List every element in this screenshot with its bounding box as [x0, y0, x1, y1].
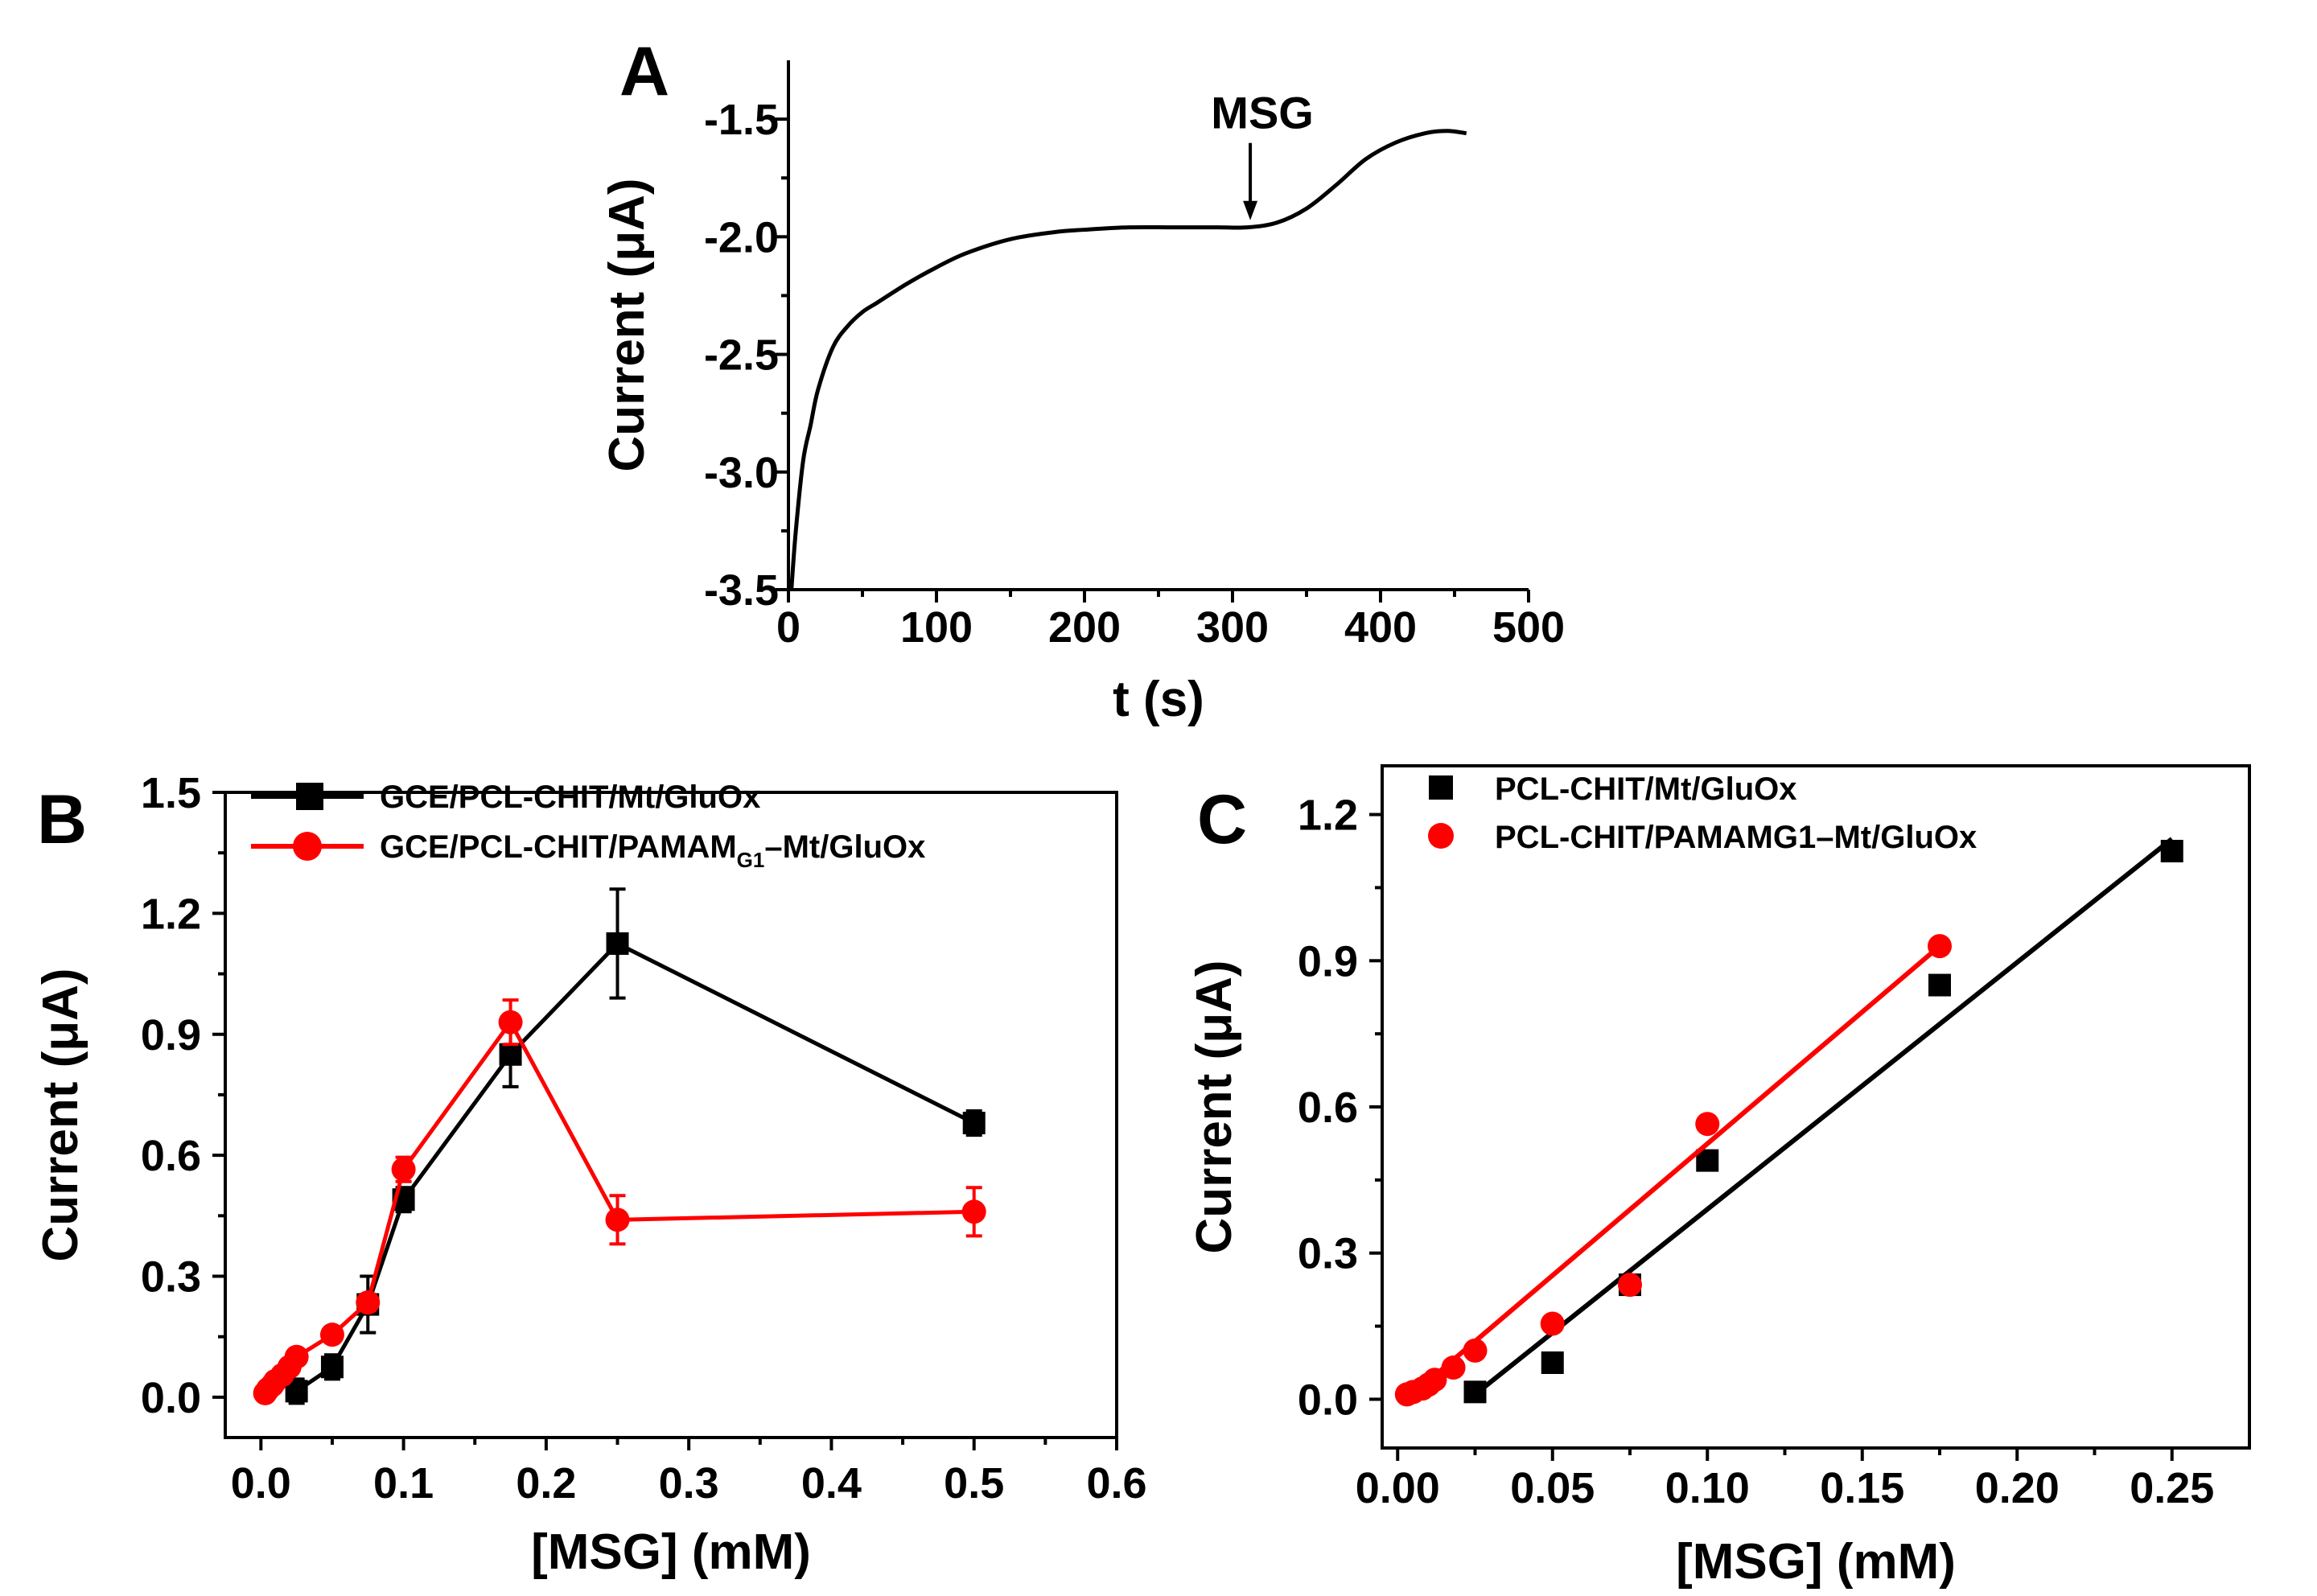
x-tick-label: 0.25	[2130, 1464, 2214, 1512]
y-axis-title: Current (μA)	[599, 178, 655, 471]
panel-a: A 0 100 200 300 400 500 -3.5 -3.0 -2.5 -2.0 -1.5 t (…	[599, 33, 1565, 727]
data-point-circle	[1695, 1112, 1720, 1137]
fit-line-black	[1473, 837, 2174, 1396]
legend-label-red: PCL-CHIT/PAMAMG1–Mt/GluOx	[1495, 820, 1977, 855]
legend-label-red: GCE/PCL-CHIT/PAMAMG1–Mt/GluOx	[380, 829, 925, 872]
panel-label: B	[37, 781, 87, 858]
x-tick-label: 0.10	[1665, 1464, 1750, 1512]
data-point-square	[2160, 840, 2183, 862]
x-tick-label: 0.1	[373, 1459, 434, 1508]
x-tick-label: 100	[900, 603, 973, 652]
data-point-circle	[1618, 1273, 1642, 1298]
x-tick-label: 0.20	[1975, 1464, 2060, 1512]
x-tick-label: 0.2	[516, 1459, 576, 1508]
data-point-square	[320, 1355, 344, 1379]
data-point-circle	[1441, 1355, 1466, 1380]
panel-c: C 0.00 0.05 0.10 0.15 0.20 0.25 0.0 0.3 0.6 0.9 1.2…	[1187, 764, 2251, 1590]
legend-label-black: PCL-CHIT/Mt/GluOx	[1495, 771, 1797, 807]
x-tick-label: 0.4	[801, 1459, 862, 1508]
legend-text-subscript: G1	[737, 848, 765, 872]
data-point-circle	[1463, 1338, 1488, 1363]
data-point-circle	[356, 1290, 381, 1315]
plot-frame	[1381, 764, 2251, 1450]
data-point-circle	[284, 1344, 309, 1369]
legend-marker-square	[1429, 775, 1453, 800]
x-tick-label: 0.00	[1356, 1464, 1440, 1512]
x-tick-label: 0.05	[1510, 1464, 1595, 1512]
panel-b: B 0.0 0.1 0.2 0.3 0.4 0.5 0.6 0.0 0.3 0.6 0.9 1.2 1.5…	[33, 769, 1147, 1580]
x-tick-label: 0.15	[1820, 1464, 1904, 1512]
panel-label: C	[1197, 781, 1247, 858]
data-point-square	[499, 1043, 522, 1066]
y-tick-label: 1.2	[1298, 792, 1358, 840]
data-point-square	[962, 1112, 986, 1135]
y-tick-label: -3.5	[704, 566, 779, 615]
series-line-red	[263, 1020, 974, 1395]
data-point-circle	[319, 1322, 344, 1347]
x-axis-title: [MSG] (mM)	[1676, 1534, 1956, 1590]
y-tick-label: -3.0	[704, 449, 779, 497]
y-tick-label: 1.5	[141, 769, 201, 817]
data-point-square	[1463, 1380, 1487, 1404]
y-tick-label: 0.0	[1298, 1376, 1358, 1424]
x-tick-label: 0.6	[1086, 1459, 1146, 1508]
legend-text-main: GCE/PCL-CHIT/PAMAM	[380, 829, 737, 865]
y-tick-label: 0.6	[141, 1132, 201, 1180]
y-tick-label: 0.3	[1298, 1230, 1358, 1278]
data-point-circle	[498, 1010, 523, 1035]
data-point-square	[1541, 1351, 1564, 1374]
legend-marker-square	[296, 783, 323, 810]
annotation-label: MSG	[1211, 88, 1314, 138]
y-tick-label: 0.3	[141, 1253, 201, 1302]
data-point-circle	[961, 1199, 986, 1224]
x-tick-label: 500	[1492, 603, 1565, 652]
data-point-square	[606, 932, 629, 955]
legend-label-black: GCE/PCL-CHIT/Mt/GluOx	[380, 779, 760, 815]
legend-text-main: GCE/PCL-CHIT/Mt/GluOx	[380, 779, 760, 815]
x-tick-label: 0	[776, 603, 800, 652]
annotation-arrow-head	[1243, 200, 1258, 220]
data-point-circle	[1422, 1368, 1447, 1392]
x-tick-label: 300	[1196, 603, 1269, 652]
x-tick-label: 0.3	[659, 1459, 719, 1508]
y-tick-label: -2.0	[704, 213, 779, 261]
y-axis-title: Current (μA)	[33, 968, 88, 1261]
x-tick-label: 0.5	[944, 1459, 1004, 1508]
x-axis-title: t (s)	[1113, 672, 1204, 727]
x-tick-label: 400	[1344, 603, 1417, 652]
y-axis-title: Current (μA)	[1187, 960, 1242, 1253]
data-point-circle	[605, 1207, 630, 1232]
y-tick-label: 0.9	[1298, 937, 1358, 985]
y-tick-label: -1.5	[704, 96, 779, 144]
y-tick-label: 0.6	[1298, 1084, 1358, 1132]
y-tick-label: 0.9	[141, 1011, 201, 1059]
legend-marker-circle	[293, 832, 322, 861]
y-tick-label: 0.0	[141, 1374, 201, 1422]
panel-label: A	[619, 33, 669, 110]
series-line-current	[789, 129, 1467, 590]
fit-line-red	[1405, 944, 1941, 1401]
data-point-circle	[391, 1157, 416, 1182]
legend-marker-circle	[1428, 823, 1454, 849]
x-axis-title: [MSG] (mM)	[531, 1524, 811, 1580]
plot-frame	[224, 791, 1118, 1439]
data-point-square	[1928, 973, 1951, 997]
x-tick-label: 0.0	[231, 1459, 291, 1508]
data-point-circle	[1540, 1311, 1565, 1336]
data-point-circle	[1928, 934, 1952, 959]
y-tick-label: -2.5	[704, 331, 779, 380]
y-tick-label: 1.2	[141, 890, 201, 938]
x-tick-label: 200	[1048, 603, 1121, 652]
legend-text-tail: –Mt/GluOx	[764, 829, 925, 865]
